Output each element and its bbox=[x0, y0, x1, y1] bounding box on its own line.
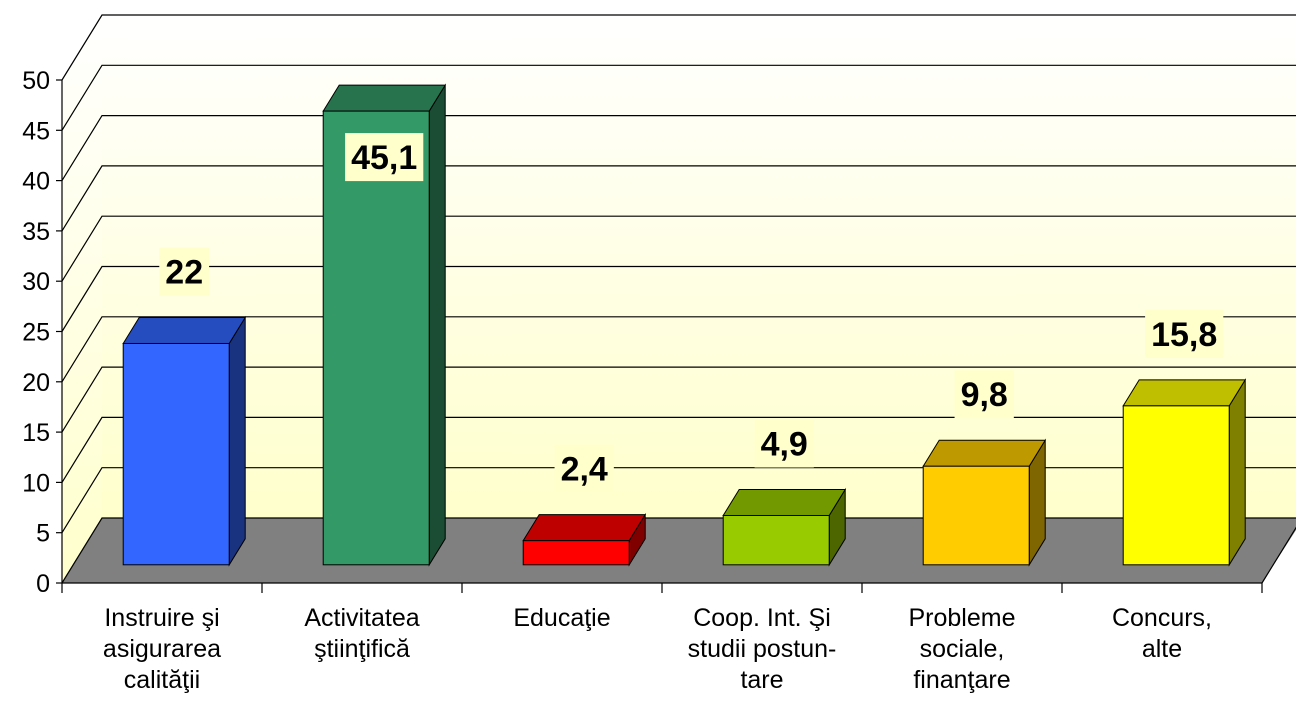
x-tick-label: Probleme sociale, finanţare bbox=[908, 604, 1016, 694]
y-tick-label: 15 bbox=[22, 419, 50, 447]
bar-side bbox=[228, 315, 246, 567]
grid-line bbox=[61, 265, 1296, 332]
y-tick-label: 45 bbox=[22, 117, 50, 145]
value-label-bg bbox=[554, 444, 614, 493]
y-tick-label: 20 bbox=[22, 369, 50, 397]
value-label: 22 bbox=[165, 253, 203, 291]
bar-side bbox=[1228, 378, 1246, 567]
bar-top bbox=[1122, 379, 1247, 407]
y-tick-label: 35 bbox=[22, 218, 50, 246]
bar-top bbox=[922, 439, 1047, 467]
grid-line bbox=[61, 517, 1296, 584]
grid-line bbox=[61, 416, 1296, 483]
y-tick-label: 30 bbox=[22, 268, 50, 296]
bar bbox=[922, 465, 1030, 566]
bar bbox=[322, 110, 430, 566]
grid-line bbox=[61, 366, 1296, 433]
grid-line bbox=[61, 114, 1296, 181]
bar-top bbox=[722, 489, 847, 517]
x-tick-label: Educaţie bbox=[513, 604, 611, 632]
y-tick-label: 50 bbox=[22, 67, 50, 95]
x-tick-label: Activitatea ştiinţifică bbox=[304, 604, 420, 663]
x-tick-label: Concurs, alte bbox=[1111, 604, 1213, 663]
x-tick-label: Coop. Int. Şi studii postun- tare bbox=[687, 604, 837, 694]
value-label: 2,4 bbox=[561, 451, 608, 489]
grid-line bbox=[61, 467, 1296, 534]
y-tick-label: 0 bbox=[36, 570, 50, 598]
bar bbox=[722, 515, 830, 566]
x-axis-back bbox=[1261, 526, 1296, 584]
value-label: 4,9 bbox=[761, 426, 808, 464]
value-label-bg bbox=[159, 247, 210, 296]
x-tick-label: Instruire şi asigurarea calităţii bbox=[102, 604, 222, 694]
bar-top bbox=[122, 316, 247, 344]
value-label-bg bbox=[954, 370, 1014, 419]
bar bbox=[1122, 405, 1230, 566]
bar-top bbox=[522, 514, 647, 542]
value-label-bg bbox=[1145, 309, 1224, 358]
grid-line bbox=[61, 14, 1296, 81]
value-label: 9,8 bbox=[961, 376, 1008, 414]
y-tick-label: 10 bbox=[22, 469, 50, 497]
grid-line bbox=[61, 165, 1296, 232]
y-tick-label: 40 bbox=[22, 168, 50, 196]
y-tick-label: 5 bbox=[36, 520, 50, 548]
value-label-bg bbox=[345, 133, 424, 182]
value-label-bg bbox=[754, 419, 814, 468]
floor bbox=[62, 518, 1296, 583]
value-label: 45,1 bbox=[351, 139, 417, 177]
grid-line bbox=[61, 64, 1296, 131]
grid-line bbox=[61, 316, 1296, 383]
bar-side bbox=[428, 83, 446, 567]
y-tick-label: 25 bbox=[22, 319, 50, 347]
bar bbox=[122, 342, 230, 566]
bar-top bbox=[322, 84, 447, 112]
value-label: 15,8 bbox=[1151, 316, 1217, 354]
bar bbox=[522, 540, 630, 566]
grid-line bbox=[61, 215, 1296, 282]
